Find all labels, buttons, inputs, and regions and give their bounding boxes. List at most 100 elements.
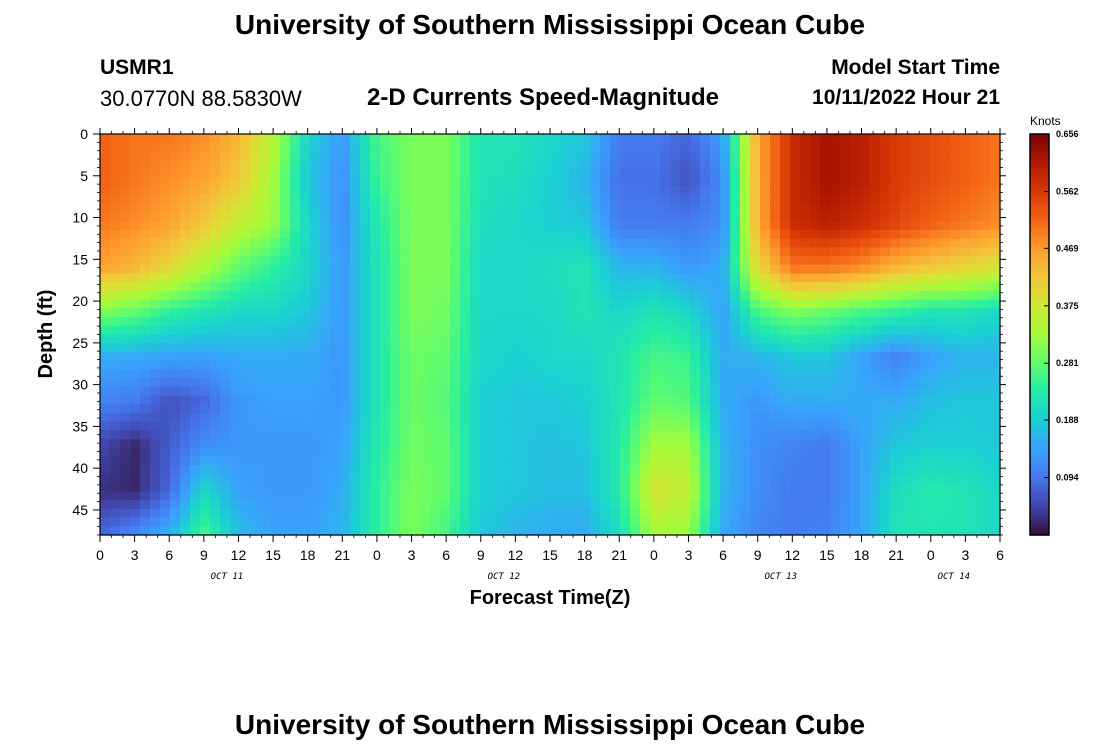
heatmap-cell: [610, 325, 621, 336]
heatmap-cell: [170, 508, 181, 519]
heatmap-cell: [200, 177, 211, 187]
heatmap-cell: [390, 351, 401, 362]
heatmap-cell: [140, 273, 151, 283]
heatmap-cell: [580, 195, 591, 205]
heatmap-cell: [620, 229, 631, 240]
heatmap-cell: [250, 334, 261, 344]
heatmap-cell: [910, 325, 921, 336]
heatmap-cell: [680, 412, 691, 423]
heatmap-cell: [460, 290, 471, 301]
heatmap-cell: [650, 212, 661, 222]
heatmap-cell: [110, 203, 121, 214]
heatmap-cell: [500, 325, 511, 336]
heatmap-cell: [730, 142, 741, 153]
heatmap-cell: [750, 421, 761, 431]
heatmap-cell: [630, 343, 641, 353]
heatmap-cell: [410, 473, 421, 484]
heatmap-cell: [940, 247, 951, 257]
heatmap-cell: [730, 404, 741, 414]
heatmap-cell: [100, 360, 111, 370]
heatmap-cell: [350, 177, 361, 187]
heatmap-cell: [380, 404, 391, 414]
heatmap-cell: [480, 447, 491, 458]
colorbar-segment: [1030, 377, 1049, 382]
heatmap-cell: [810, 247, 821, 257]
heatmap-cell: [610, 229, 621, 240]
heatmap-cell: [680, 212, 691, 222]
heatmap-cell: [680, 517, 691, 527]
heatmap-cell: [480, 151, 491, 161]
heatmap-cell: [640, 360, 651, 370]
heatmap-cell: [680, 334, 691, 344]
heatmap-cell: [830, 439, 841, 449]
heatmap-cell: [720, 404, 731, 414]
heatmap-cell: [950, 256, 961, 266]
heatmap-cell: [350, 273, 361, 283]
heatmap-cell: [910, 404, 921, 414]
heatmap-cell: [370, 299, 381, 309]
heatmap-cell: [810, 229, 821, 240]
heatmap-cell: [620, 134, 631, 144]
heatmap-cell: [210, 491, 221, 501]
heatmap-cell: [680, 439, 691, 449]
heatmap-cell: [310, 186, 321, 196]
heatmap-cell: [670, 212, 681, 222]
heatmap-cell: [480, 203, 491, 214]
heatmap-cell: [150, 526, 161, 536]
heatmap-cell: [480, 229, 491, 240]
heatmap-cell: [420, 247, 431, 257]
heatmap-cell: [520, 500, 531, 510]
heatmap-cell: [620, 351, 631, 362]
heatmap-cell: [540, 195, 551, 205]
heatmap-cell: [840, 229, 851, 240]
x-tick-label: 3: [961, 547, 969, 563]
heatmap-cell: [210, 517, 221, 527]
heatmap-cell: [690, 264, 701, 275]
heatmap-cell: [470, 473, 481, 484]
heatmap-cell: [930, 325, 941, 336]
colorbar-segment: [1030, 491, 1049, 496]
heatmap-cell: [420, 386, 431, 397]
heatmap-cell: [720, 264, 731, 275]
heatmap-cell: [530, 404, 541, 414]
heatmap-cell: [600, 430, 611, 440]
heatmap-cell: [150, 317, 161, 327]
heatmap-cell: [450, 447, 461, 458]
heatmap-cell: [410, 508, 421, 519]
heatmap-cell: [320, 212, 331, 222]
heatmap-cell: [340, 160, 351, 170]
heatmap-cell: [170, 526, 181, 536]
heatmap-cell: [640, 465, 651, 475]
heatmap-cell: [370, 168, 381, 179]
heatmap-cell: [220, 238, 231, 248]
x-tick-label: 0: [96, 547, 104, 563]
heatmap-cell: [410, 343, 421, 353]
heatmap-cell: [830, 334, 841, 344]
heatmap-cell: [560, 282, 571, 292]
x-tick-label: 3: [408, 547, 416, 563]
heatmap-cell: [320, 404, 331, 414]
heatmap-cell: [670, 456, 681, 466]
heatmap-cell: [330, 299, 341, 309]
heatmap-cell: [770, 142, 781, 153]
heatmap-cell: [350, 186, 361, 196]
heatmap-cell: [770, 134, 781, 144]
colorbar-segment: [1030, 267, 1049, 272]
heatmap-cell: [600, 334, 611, 344]
heatmap-cell: [210, 360, 221, 370]
x-tick-label: 18: [854, 547, 870, 563]
heatmap-cell: [660, 203, 671, 214]
heatmap-cell: [390, 482, 401, 493]
x-tick-label: 21: [335, 547, 351, 563]
heatmap-cell: [100, 247, 111, 257]
heatmap-cell: [350, 325, 361, 336]
heatmap-cell: [160, 473, 171, 484]
heatmap-cell: [850, 134, 861, 144]
x-tick-label: 12: [231, 547, 247, 563]
heatmap-cell: [360, 221, 371, 231]
heatmap-cell: [990, 134, 1001, 144]
heatmap-cell: [610, 378, 621, 388]
heatmap-cell: [570, 526, 581, 536]
colorbar-tick-label: 0.188: [1056, 415, 1079, 425]
heatmap-cell: [920, 142, 931, 153]
